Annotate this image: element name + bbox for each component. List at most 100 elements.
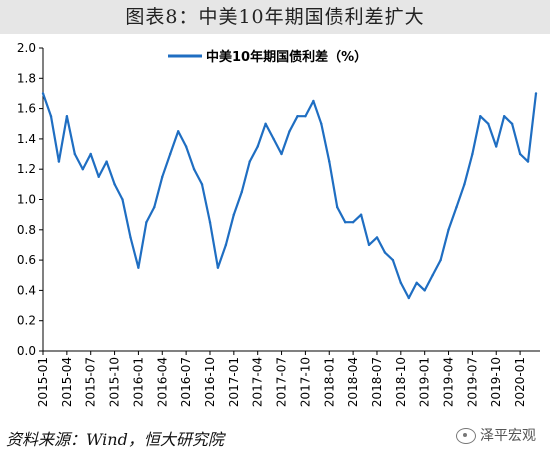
y-tick-label: 1.2	[17, 162, 36, 176]
data-point	[200, 183, 204, 186]
data-point	[121, 198, 124, 201]
data-point	[256, 145, 259, 148]
y-tick-label: 0.4	[17, 283, 36, 297]
data-point	[208, 221, 212, 224]
data-point	[487, 122, 490, 126]
data-point	[479, 115, 482, 118]
x-tick-label: 2017-07	[275, 357, 289, 407]
y-tick-label: 1.0	[17, 193, 36, 207]
y-tick-label: 1.6	[17, 102, 36, 116]
y-tick-label: 0.6	[17, 253, 36, 267]
data-point	[145, 221, 148, 224]
data-point	[49, 115, 53, 118]
data-point	[184, 145, 188, 148]
data-point	[65, 115, 69, 118]
data-point	[351, 221, 355, 224]
x-tick-label: 2015-07	[84, 357, 98, 407]
data-point	[41, 92, 45, 95]
data-point	[447, 228, 450, 231]
x-tick-label: 2019-04	[442, 357, 456, 407]
data-point	[57, 160, 61, 163]
data-point	[328, 160, 331, 163]
figure-title: 图表8：中美10年期国债利差扩大	[0, 0, 550, 34]
data-point	[89, 152, 92, 156]
data-point	[359, 213, 363, 216]
data-point	[534, 92, 538, 95]
watermark-label: 泽平宏观	[480, 428, 536, 444]
x-tick-label: 2018-07	[370, 357, 384, 407]
data-point	[153, 205, 156, 209]
data-point	[399, 281, 402, 284]
x-tick-label: 2018-01	[322, 357, 336, 407]
x-tick-label: 2016-10	[203, 357, 217, 407]
x-tick-label: 2017-04	[251, 357, 265, 407]
source-note: 资料来源：Wind，恒大研究院	[6, 430, 224, 449]
x-tick-label: 2016-04	[155, 357, 169, 407]
data-point	[288, 130, 291, 133]
data-point	[510, 122, 514, 126]
data-point	[105, 160, 108, 163]
chart-legend: 中美10年期国债利差（%）	[168, 49, 367, 65]
data-point	[320, 122, 323, 126]
data-point	[312, 99, 315, 103]
chart-axes: 0.0 0.2 0.4 0.6 0.8 1.0 1.2 1.4 1.6 1.8 2.0 2015-01…	[17, 41, 540, 407]
data-point	[495, 145, 498, 148]
data-point	[224, 243, 228, 247]
line-chart: 0.0 0.2 0.4 0.6 0.8 1.0 1.2 1.4 1.6 1.8 2.0 2015-01…	[17, 41, 540, 407]
data-point	[344, 221, 347, 224]
data-point	[407, 296, 410, 300]
series-line	[41, 93, 538, 300]
data-point	[73, 152, 77, 156]
data-point	[240, 190, 243, 194]
data-point	[169, 152, 172, 156]
data-point	[423, 289, 426, 292]
data-point	[161, 175, 164, 178]
data-point	[248, 160, 251, 163]
data-point	[431, 274, 434, 277]
data-point	[415, 281, 418, 284]
data-point	[272, 137, 275, 141]
y-tick-label: 2.0	[17, 41, 36, 55]
y-tick-label: 1.4	[17, 132, 36, 146]
x-tick-label: 2015-10	[108, 357, 122, 407]
data-point	[129, 236, 132, 239]
watermark: 泽平宏观	[456, 425, 536, 445]
data-point	[232, 213, 235, 216]
y-tick-label: 0.0	[17, 344, 36, 358]
legend-label: 中美10年期国债利差（%）	[206, 49, 367, 65]
data-point	[192, 168, 196, 171]
plot-area	[41, 92, 538, 300]
data-point	[81, 168, 85, 171]
wechat-icon	[456, 428, 476, 444]
x-tick-label: 2016-07	[179, 357, 193, 407]
x-tick-label: 2016-01	[131, 357, 145, 407]
data-point	[391, 258, 395, 262]
data-point	[471, 152, 474, 156]
y-tick-label: 0.2	[17, 314, 36, 328]
data-point	[177, 130, 180, 133]
data-point	[137, 266, 140, 269]
x-tick-label: 2018-10	[394, 357, 408, 407]
data-point	[439, 258, 442, 262]
data-point	[216, 266, 220, 269]
x-tick-label: 2019-10	[489, 357, 503, 407]
y-tick-label: 0.8	[17, 223, 36, 237]
data-point	[503, 115, 506, 118]
data-point	[526, 160, 530, 163]
data-point	[383, 251, 387, 254]
x-tick-label: 2017-10	[298, 357, 312, 407]
data-point	[375, 236, 379, 239]
data-point	[367, 243, 371, 247]
data-point	[518, 152, 522, 156]
x-tick-label: 2019-01	[418, 357, 432, 407]
data-point	[113, 183, 116, 186]
x-tick-label: 2015-04	[60, 357, 74, 407]
data-point	[336, 205, 339, 209]
x-tick-label: 2018-04	[346, 357, 360, 407]
x-tick-label: 2015-01	[36, 357, 50, 407]
data-point	[463, 183, 466, 186]
x-tick-label: 2017-01	[227, 357, 241, 407]
data-point	[296, 115, 299, 118]
y-tick-label: 1.8	[17, 71, 36, 85]
data-point	[264, 122, 267, 126]
